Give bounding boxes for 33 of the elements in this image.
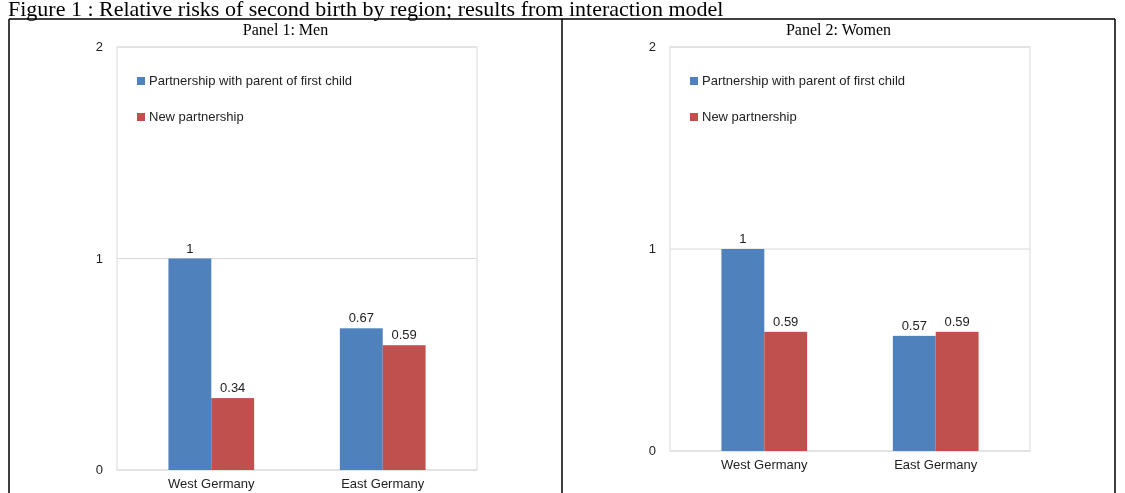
x-tick-label: East Germany [894, 457, 978, 472]
legend-label: Partnership with parent of first child [702, 73, 906, 88]
caption: Figure 1 : Relative risks of second birth by region; results from interaction model [8, 0, 724, 21]
y-tick-label: 0 [648, 443, 656, 458]
y-tick-label: 0 [95, 462, 103, 477]
chart-title: Panel 2: Women [785, 21, 892, 38]
bar [892, 335, 936, 451]
legend-label: New partnership [702, 109, 797, 124]
y-tick-label: 1 [95, 250, 103, 266]
data-label: 0.57 [901, 317, 927, 333]
x-tick-label: West Germany [168, 476, 256, 491]
bar [211, 398, 255, 470]
bar [339, 328, 383, 470]
y-tick-label: 2 [648, 39, 656, 54]
bar [721, 249, 765, 451]
data-label: 0.59 [944, 313, 970, 329]
data-label: 0.59 [773, 313, 799, 329]
bar [168, 258, 212, 470]
bar [764, 331, 808, 451]
x-tick-label: West Germany [721, 457, 809, 472]
bar [935, 331, 979, 451]
y-tick-label: 1 [648, 241, 656, 256]
chart-title: Panel 1: Men [242, 21, 329, 38]
bar [382, 345, 426, 470]
y-tick-label: 2 [95, 39, 103, 54]
x-tick-label: East Germany [341, 476, 425, 491]
legend-label: New partnership [149, 109, 244, 124]
data-label: 1 [186, 240, 194, 256]
data-label: 1 [739, 231, 747, 246]
legend-label: Partnership with parent of first child [149, 73, 353, 88]
data-label: 0.59 [391, 327, 417, 343]
data-label: 0.67 [348, 310, 374, 326]
data-label: 0.34 [220, 380, 246, 396]
